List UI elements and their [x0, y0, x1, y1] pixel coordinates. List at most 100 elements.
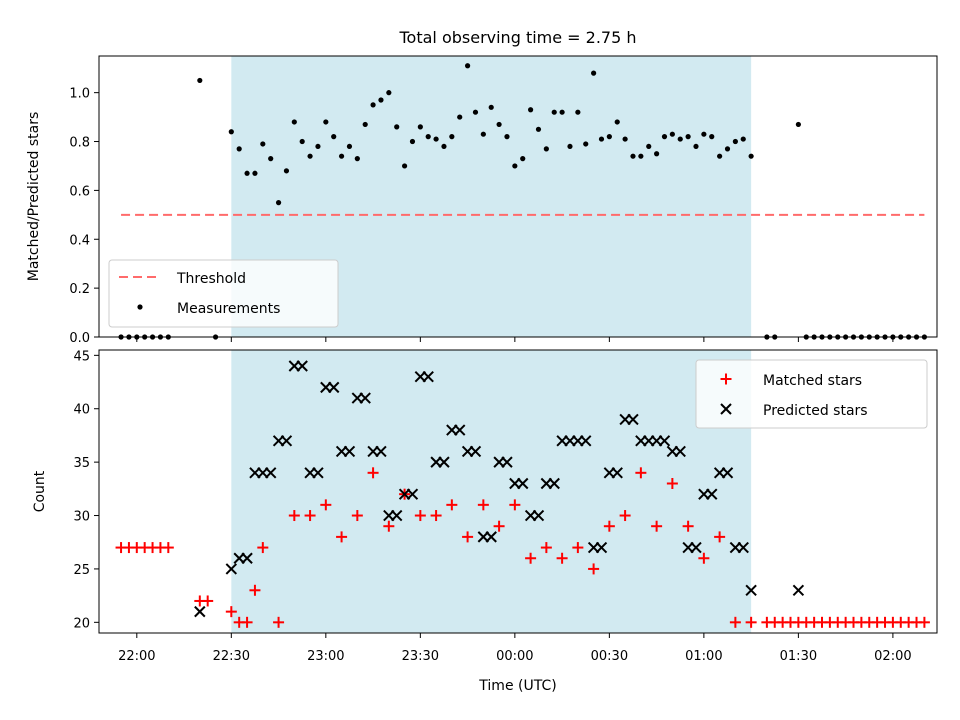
top-axes-frame: [98, 55, 938, 338]
matched-star-marker: [320, 499, 332, 511]
predicted-star-stroke: [532, 509, 545, 522]
predicted-star-stroke: [194, 605, 206, 618]
measurement-point: [520, 156, 526, 162]
measurement-point: [504, 134, 510, 140]
predicted-star-marker: [485, 531, 497, 543]
measurement-point: [677, 136, 683, 142]
predicted-star-stroke: [517, 477, 529, 490]
chart-title: Total observing time = 2.75 h: [398, 28, 636, 47]
measurement-point: [480, 131, 486, 137]
measurement-point: [630, 153, 636, 159]
matched-star-marker: [446, 499, 458, 511]
measurement-point: [559, 109, 565, 115]
x-tick-label: 00:00: [496, 649, 533, 664]
predicted-star-stroke: [595, 541, 608, 554]
matched-star-marker: [651, 520, 663, 532]
measurement-point: [543, 146, 549, 152]
measurement-point: [417, 124, 423, 130]
matched-stars-points: [115, 467, 930, 628]
x-axis-label: Time (UTC): [478, 678, 556, 694]
measurement-point: [354, 156, 360, 162]
top-y-tick-label: 0.2: [69, 282, 90, 297]
bottom-y-tick-label: 40: [73, 403, 90, 418]
predicted-star-stroke: [296, 360, 308, 372]
matched-star-marker: [304, 510, 316, 522]
predicted-star-marker: [359, 392, 371, 404]
predicted-star-stroke: [792, 584, 805, 596]
measurement-point: [275, 200, 282, 206]
measurement-point: [338, 153, 345, 159]
top-y-tick-label: 0.4: [69, 233, 90, 248]
bottom-y-tick-label: 20: [73, 616, 90, 631]
legend-frame: [695, 359, 928, 429]
predicted-star-marker: [438, 456, 450, 468]
predicted-star-marker: [391, 509, 403, 522]
predicted-star-stroke: [343, 445, 356, 458]
predicted-star-stroke: [627, 413, 639, 426]
predicted-star-marker: [422, 370, 434, 383]
predicted-star-marker: [406, 488, 419, 500]
x-tick-label: 23:30: [402, 649, 439, 664]
measurement-point: [228, 129, 234, 135]
predicted-star-stroke: [264, 467, 277, 479]
measurement-point: [693, 143, 699, 150]
measurement-point: [441, 143, 447, 150]
x-tick-label: 01:00: [685, 649, 722, 664]
measurement-point: [638, 153, 644, 159]
measurement-point: [244, 170, 250, 176]
predicted-star-marker: [194, 605, 206, 618]
bottom-y-tick-label: 25: [73, 563, 90, 578]
matched-star-marker: [288, 510, 300, 522]
x-tick-label: 22:30: [213, 649, 250, 664]
matched-star-marker: [619, 510, 631, 522]
predicted-star-stroke: [580, 435, 592, 447]
measurement-point: [315, 143, 321, 150]
predicted-star-marker: [225, 563, 238, 575]
measurement-point: [197, 77, 203, 84]
predicted-stars-points: [194, 360, 805, 618]
measurement-point: [472, 109, 479, 115]
predicted-star-marker: [611, 467, 623, 479]
x-tick-label: 23:00: [307, 649, 344, 664]
top-y-tick-label: 0.0: [69, 331, 90, 346]
bottom-axes-frame: [98, 349, 938, 634]
matched-star-marker: [273, 616, 285, 628]
measurement-point: [535, 126, 542, 132]
bottom-y-axis-label: Count: [32, 470, 48, 512]
predicted-star-marker: [580, 435, 592, 447]
predicted-star-stroke: [327, 381, 340, 394]
bottom-x-ticks: 22:00 22:30 23:00 23:30 00:00 00:30 01:00 01:30…: [118, 633, 912, 664]
measurement-point: [606, 134, 612, 140]
predicted-star-marker: [627, 413, 639, 426]
predicted-star-stroke: [706, 488, 718, 500]
predicted-star-stroke: [241, 552, 253, 564]
measurement-point: [401, 163, 408, 169]
predicted-star-stroke: [438, 456, 450, 468]
measurement-point: [307, 153, 313, 159]
bottom-legend: Matched stars Predicted stars: [695, 359, 928, 429]
predicted-star-marker: [501, 456, 513, 468]
measurement-point: [732, 138, 738, 145]
measurement-point: [260, 141, 266, 147]
predicted-star-marker: [517, 477, 529, 490]
matched-star-marker: [462, 531, 474, 543]
matched-star-marker: [745, 616, 757, 628]
top-x-ticks: [136, 337, 894, 342]
measurement-point: [685, 134, 691, 140]
predicted-star-marker: [721, 467, 734, 479]
matched-star-marker: [714, 531, 726, 543]
matched-star-marker: [241, 616, 253, 628]
matched-star-marker: [430, 510, 442, 522]
matched-star-marker: [257, 542, 269, 554]
predicted-star-stroke: [674, 445, 686, 458]
measurement-point: [724, 146, 731, 152]
measurement-point: [433, 136, 439, 142]
matched-star-marker: [588, 563, 600, 575]
matched-star-marker: [603, 520, 615, 532]
matched-star-marker: [556, 552, 568, 564]
measurement-point: [748, 153, 754, 159]
measurement-point: [575, 109, 581, 115]
predicted-star-stroke: [745, 584, 757, 596]
measurement-point: [236, 146, 242, 152]
measurement-point: [488, 104, 494, 110]
